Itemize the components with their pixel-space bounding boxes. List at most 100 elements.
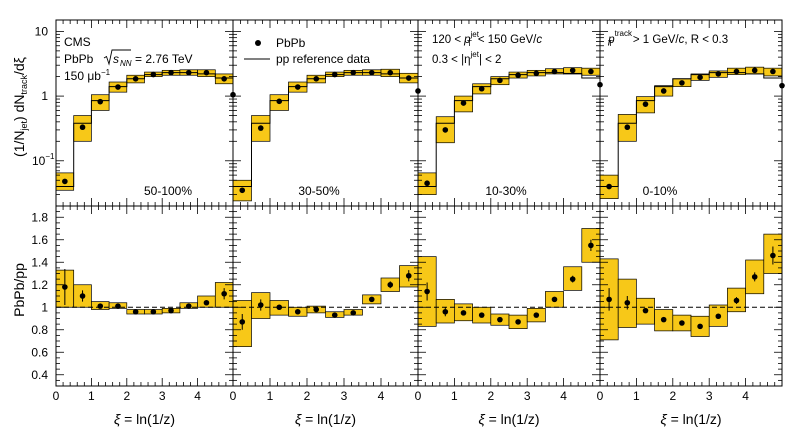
- ratio-point-p2-8: [387, 281, 394, 288]
- ratio-point-p1-0: [62, 284, 68, 290]
- x-axis-titles: ξ = ln(1/z) ξ = ln(1/z) ξ = ln(1/z) ξ = ln(…: [114, 411, 722, 427]
- y-tick-label-bottom: 1.6: [31, 233, 48, 247]
- ratio-point-p4-4: [679, 320, 685, 326]
- x-axis-title-p4: ξ = ln(1/z): [660, 411, 721, 427]
- ratio-point-p4-9: [770, 252, 776, 259]
- x-tick-label-p2: 2: [304, 389, 311, 403]
- y-tick-label-top: 10: [35, 24, 49, 38]
- top-point-p1-4: [132, 76, 139, 82]
- x-tick-label-p1: 2: [123, 389, 130, 403]
- top-frame-p4: [599, 19, 783, 207]
- ratio-point-p4-5: [697, 323, 703, 330]
- top-point-p3-6: [533, 70, 540, 77]
- x-tick-label-p1: 0: [53, 389, 60, 403]
- legend-pp-label: pp reference data: [276, 52, 370, 66]
- x-tick-label-p3: 0: [415, 389, 422, 403]
- ratio-point-p3-8: [569, 276, 576, 282]
- top-point-p1-5: [150, 71, 157, 78]
- y-tick-label-bottom: 1.8: [31, 210, 48, 224]
- y-tick-label-top: 1: [41, 89, 48, 103]
- x-axis-title-p3: ξ = ln(1/z): [478, 411, 539, 427]
- top-point-p3-2: [460, 100, 467, 106]
- top-point-p3-0: [424, 180, 430, 187]
- ratio-point-p1-6: [168, 307, 174, 314]
- top-point-p2-3: [294, 84, 301, 90]
- ratio-point-p1-3: [115, 303, 121, 309]
- top-point-p2-6: [350, 69, 357, 76]
- top-point-p1-0: [62, 178, 68, 185]
- x-tick-label-p4: 2: [669, 389, 676, 403]
- top-point-p3-8: [569, 67, 576, 74]
- ratio-point-p4-2: [642, 307, 649, 314]
- top-point-p4-4: [679, 80, 685, 86]
- legend: PbPb pp reference data: [244, 36, 370, 66]
- top-point-p4-8: [751, 67, 758, 74]
- top-point-p1-1: [79, 124, 86, 131]
- top-point-p4-0: [606, 183, 612, 190]
- top-point-p3-7: [551, 68, 558, 75]
- x-tick-label-p4: 4: [742, 389, 749, 403]
- ratio-point-p2-9: [405, 272, 412, 279]
- x-tick-label-p2: 1: [267, 389, 274, 403]
- top-point-p3-5: [515, 72, 521, 79]
- top-point-p4-2: [642, 101, 649, 107]
- y-tick-label-bottom: 0.6: [31, 345, 48, 359]
- legend-pbpb-label: PbPb: [276, 36, 306, 50]
- top-point-p3-1: [442, 127, 449, 133]
- top-point-p2-1: [257, 125, 264, 131]
- track-cut: ptrack T > 1 GeV/c, R < 0.3: [607, 29, 728, 48]
- y-tick-label-bottom: 1.2: [31, 278, 48, 292]
- x-axis-title-p1: ξ = ln(1/z): [114, 411, 175, 427]
- x-tick-label-p3: 4: [560, 389, 567, 403]
- top-point-p3-3: [478, 85, 485, 92]
- x-tick-label-p1: 3: [159, 389, 166, 403]
- ratio-point-p4-7: [733, 297, 740, 304]
- jet-eta-cut: 0.3 < |ηjet| < 2: [432, 50, 501, 66]
- ratio-point-p1-9: [221, 290, 227, 297]
- x-tick-label-p1: 4: [194, 389, 201, 403]
- top-point-p4-3: [660, 88, 667, 94]
- sqrt-sign: [103, 49, 131, 66]
- ratio-point-p2-1: [257, 302, 264, 308]
- top-point-p1-8: [203, 69, 210, 76]
- centrality-label-4: 0-10%: [643, 184, 678, 198]
- ratio-point-p1-4: [132, 308, 139, 315]
- energy-label: = 2.76 TeV: [135, 52, 193, 66]
- top-point-p1-3: [115, 84, 121, 90]
- top-point-p2-5: [331, 71, 338, 78]
- ratio-uncertainty-boxes: [55, 228, 783, 347]
- ratio-point-p3-6: [533, 312, 540, 318]
- x-tick-label-p3: 1: [451, 389, 458, 403]
- ratio-point-p2-4: [313, 306, 320, 313]
- x-tick-label-p4: 1: [633, 389, 640, 403]
- x-tick-label-p2: 0: [230, 389, 237, 403]
- ratio-point-p3-4: [497, 316, 503, 323]
- system-label: PbPb: [64, 52, 94, 66]
- top-point-p1-6: [168, 69, 174, 76]
- top-point-p1-9: [221, 76, 227, 82]
- pp-histogram-p3: [418, 72, 601, 206]
- x-tick-label-p3: 3: [524, 389, 531, 403]
- lumi-label: 150 μb−1: [64, 68, 111, 83]
- y-tick-label-bottom: 1.4: [31, 255, 48, 269]
- ratio-point-p2-2: [276, 304, 283, 311]
- ratio-point-p4-0: [606, 296, 612, 303]
- ratio-point-p3-9: [588, 242, 594, 249]
- centrality-label-2: 30-50%: [298, 184, 340, 198]
- pp-reference-histograms: [56, 72, 783, 206]
- ratio-point-p3-2: [460, 310, 467, 316]
- ratio-point-p4-1: [624, 299, 631, 306]
- centrality-label-3: 10-30%: [485, 184, 527, 198]
- ratio-point-p1-1: [79, 293, 86, 299]
- pp-histogram-p2: [233, 72, 419, 206]
- sqrt-snn-label: s NN = 2.76 TeV: [103, 49, 193, 68]
- ratio-point-p2-6: [350, 310, 357, 316]
- y-tick-label-bottom: 0.8: [31, 323, 48, 337]
- ratio-point-p1-7: [185, 303, 192, 309]
- x-tick-label-p3: 2: [487, 389, 494, 403]
- top-point-p3-4: [497, 77, 503, 84]
- sqrt-s: s: [113, 52, 119, 66]
- top-point-p4-1: [624, 124, 631, 131]
- y-axis-title-top: (1/Njet) dNtrack/dξ: [11, 57, 29, 157]
